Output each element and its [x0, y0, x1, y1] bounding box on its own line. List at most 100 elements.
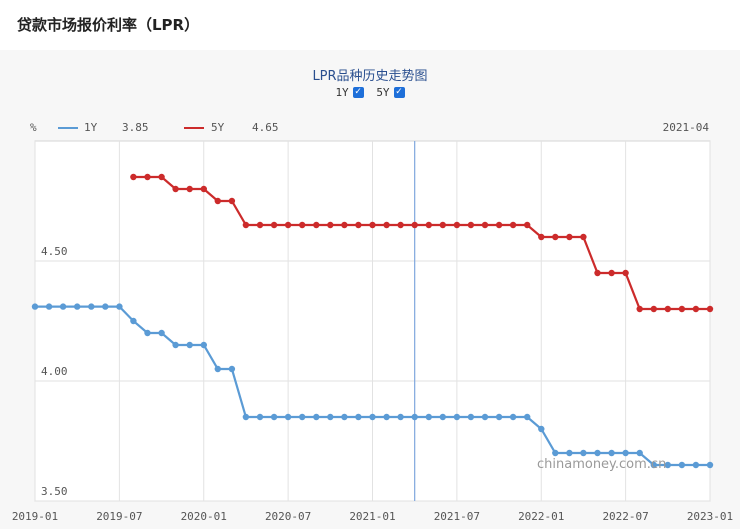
data-point-5y[interactable]: [256, 221, 264, 229]
data-point-1y[interactable]: [31, 303, 39, 310]
data-point-5y[interactable]: [200, 185, 207, 193]
data-point-5y[interactable]: [397, 221, 404, 229]
data-point-5y[interactable]: [692, 305, 700, 313]
data-point-5y[interactable]: [552, 233, 559, 241]
data-point-5y[interactable]: [172, 185, 179, 193]
data-point-5y[interactable]: [313, 221, 320, 229]
data-point-5y[interactable]: [327, 221, 334, 229]
data-point-1y[interactable]: [116, 303, 123, 310]
checkbox-5y-icon[interactable]: ✓: [393, 87, 405, 98]
data-point-1y[interactable]: [228, 365, 236, 373]
data-point-1y[interactable]: [200, 341, 207, 349]
data-point-1y[interactable]: [102, 303, 109, 310]
data-point-5y[interactable]: [355, 221, 362, 229]
data-point-5y[interactable]: [341, 221, 348, 229]
data-point-5y[interactable]: [453, 221, 461, 229]
data-point-5y[interactable]: [270, 221, 278, 229]
toggle-1y[interactable]: 1Y ✓: [335, 86, 364, 99]
data-point-1y[interactable]: [130, 317, 137, 325]
toggle-5y[interactable]: 5Y ✓: [376, 86, 405, 99]
data-point-1y[interactable]: [524, 413, 531, 421]
data-point-1y[interactable]: [88, 303, 95, 310]
data-point-5y[interactable]: [467, 221, 475, 229]
data-point-1y[interactable]: [383, 413, 390, 421]
data-point-5y[interactable]: [144, 173, 151, 181]
data-point-5y[interactable]: [664, 305, 671, 313]
data-point-1y[interactable]: [425, 413, 432, 421]
data-point-1y[interactable]: [74, 303, 81, 310]
data-point-1y[interactable]: [59, 303, 67, 310]
data-point-5y[interactable]: [214, 197, 221, 205]
data-point-1y[interactable]: [397, 413, 404, 421]
data-point-5y[interactable]: [130, 173, 137, 181]
data-point-5y[interactable]: [650, 305, 657, 313]
data-point-1y[interactable]: [664, 461, 671, 469]
data-point-1y[interactable]: [608, 449, 615, 457]
data-point-1y[interactable]: [453, 413, 461, 421]
data-point-5y[interactable]: [228, 197, 236, 205]
data-point-1y[interactable]: [158, 329, 165, 337]
legend[interactable]: 1Y 3.85 5Y 4.65: [58, 121, 279, 134]
legend-1y-label[interactable]: 1Y: [84, 121, 98, 134]
data-point-1y[interactable]: [509, 413, 517, 421]
data-point-1y[interactable]: [566, 449, 573, 457]
data-point-1y[interactable]: [242, 413, 250, 421]
data-point-1y[interactable]: [144, 329, 151, 337]
data-point-1y[interactable]: [706, 461, 714, 469]
data-point-1y[interactable]: [214, 365, 221, 373]
data-point-5y[interactable]: [158, 173, 165, 181]
data-point-5y[interactable]: [383, 221, 390, 229]
data-point-5y[interactable]: [580, 233, 587, 241]
data-point-5y[interactable]: [706, 305, 714, 313]
data-point-5y[interactable]: [622, 269, 629, 277]
data-point-1y[interactable]: [299, 413, 306, 421]
data-point-5y[interactable]: [481, 221, 489, 229]
data-point-1y[interactable]: [341, 413, 348, 421]
series-points[interactable]: [31, 173, 714, 469]
data-point-1y[interactable]: [439, 413, 446, 421]
data-point-1y[interactable]: [538, 425, 545, 433]
data-point-1y[interactable]: [369, 413, 376, 421]
data-point-1y[interactable]: [636, 449, 643, 457]
data-point-5y[interactable]: [242, 221, 250, 229]
data-point-1y[interactable]: [650, 461, 657, 469]
data-point-1y[interactable]: [594, 449, 601, 457]
data-point-1y[interactable]: [327, 413, 334, 421]
data-point-5y[interactable]: [524, 221, 531, 229]
data-point-1y[interactable]: [284, 413, 292, 421]
data-point-1y[interactable]: [411, 413, 418, 421]
data-point-5y[interactable]: [678, 305, 686, 313]
data-point-5y[interactable]: [594, 269, 601, 277]
data-point-5y[interactable]: [299, 221, 306, 229]
data-point-5y[interactable]: [186, 185, 193, 193]
data-point-5y[interactable]: [425, 221, 432, 229]
data-point-1y[interactable]: [481, 413, 489, 421]
data-point-1y[interactable]: [552, 449, 559, 457]
legend-5y-label[interactable]: 5Y: [211, 121, 225, 134]
data-point-1y[interactable]: [580, 449, 587, 457]
data-point-1y[interactable]: [186, 341, 193, 349]
data-point-5y[interactable]: [608, 269, 615, 277]
data-point-1y[interactable]: [467, 413, 475, 421]
data-point-1y[interactable]: [270, 413, 278, 421]
data-point-5y[interactable]: [439, 221, 446, 229]
data-point-1y[interactable]: [622, 449, 629, 457]
data-point-5y[interactable]: [538, 233, 545, 241]
data-point-1y[interactable]: [256, 413, 264, 421]
data-point-1y[interactable]: [355, 413, 362, 421]
data-point-5y[interactable]: [411, 221, 418, 229]
data-point-5y[interactable]: [284, 221, 292, 229]
data-point-5y[interactable]: [566, 233, 573, 241]
data-point-1y[interactable]: [313, 413, 320, 421]
data-point-5y[interactable]: [495, 221, 503, 229]
data-point-1y[interactable]: [678, 461, 686, 469]
data-point-1y[interactable]: [172, 341, 179, 349]
data-point-1y[interactable]: [495, 413, 503, 421]
data-point-5y[interactable]: [369, 221, 376, 229]
checkbox-1y-icon[interactable]: ✓: [352, 87, 364, 98]
data-point-5y[interactable]: [509, 221, 517, 229]
data-point-1y[interactable]: [692, 461, 700, 469]
data-point-1y[interactable]: [45, 303, 53, 310]
data-point-5y[interactable]: [636, 305, 643, 313]
